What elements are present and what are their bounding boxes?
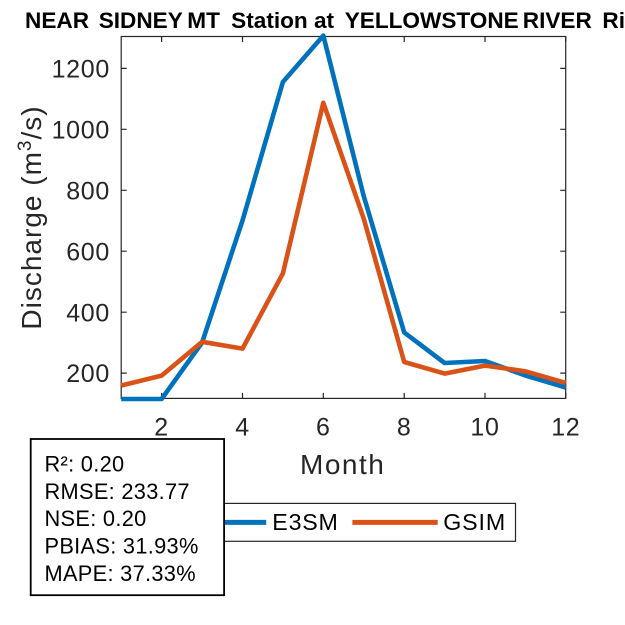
svg-text:R²: 0.20: R²: 0.20: [45, 451, 125, 476]
svg-text:12: 12: [551, 414, 580, 442]
svg-text:400: 400: [66, 299, 110, 327]
svg-text:600: 600: [66, 238, 110, 266]
svg-text:2: 2: [154, 414, 169, 442]
svg-text:E3SM: E3SM: [272, 509, 338, 535]
svg-text:6: 6: [316, 414, 331, 442]
svg-text:GSIM: GSIM: [443, 509, 506, 535]
svg-text:10: 10: [470, 414, 499, 442]
svg-text:PBIAS: 31.93%: PBIAS: 31.93%: [45, 534, 199, 559]
svg-text:NSE: 0.20: NSE: 0.20: [45, 506, 147, 531]
svg-text:RMSE: 233.77: RMSE: 233.77: [45, 479, 190, 504]
svg-text:800: 800: [66, 177, 110, 205]
svg-text:Discharge (m3/s): Discharge (m3/s): [15, 105, 47, 329]
svg-text:Month: Month: [300, 449, 385, 480]
svg-text:1000: 1000: [52, 116, 110, 144]
svg-text:MAPE: 37.33%: MAPE: 37.33%: [45, 561, 196, 586]
svg-text:8: 8: [397, 414, 412, 442]
svg-text:200: 200: [66, 360, 110, 388]
svg-text:NEAR SIDNEY MT Station at YE: NEAR SIDNEY MT Station at YELLOWSTONE RI…: [25, 8, 625, 33]
svg-text:4: 4: [235, 414, 250, 442]
svg-text:1200: 1200: [52, 56, 110, 84]
